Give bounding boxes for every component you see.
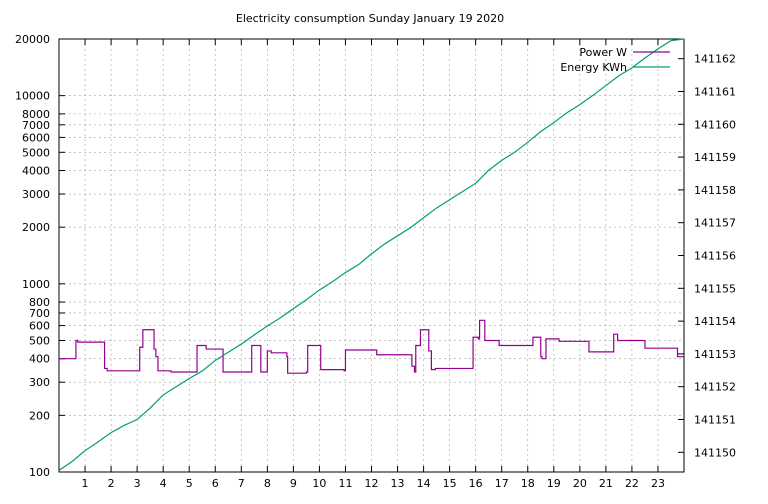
y-left-tick-label: 3000: [22, 188, 50, 201]
x-tick-label: 7: [238, 477, 245, 490]
x-tick-label: 4: [160, 477, 167, 490]
grid-layer: [59, 39, 684, 472]
y-right-tick-label: 141153: [694, 348, 736, 361]
x-tick-label: 18: [521, 477, 535, 490]
x-tick-label: 8: [264, 477, 271, 490]
x-tick-label: 23: [651, 477, 665, 490]
x-tick-label: 19: [547, 477, 561, 490]
y-right-tick-label: 141161: [694, 85, 736, 98]
x-tick-label: 11: [338, 477, 352, 490]
legend-label: Energy KWh: [560, 61, 627, 74]
x-tick-label: 3: [134, 477, 141, 490]
x-tick-label: 17: [495, 477, 509, 490]
y-left-tick-label: 4000: [22, 165, 50, 178]
y-left-tick-label: 500: [29, 334, 50, 347]
y-left-tick-label: 8000: [22, 108, 50, 121]
y-left-tick-label: 1000: [22, 278, 50, 291]
y-right-tick-label: 141159: [694, 151, 736, 164]
x-tick-label: 1: [82, 477, 89, 490]
series-line-energy: [58, 38, 685, 471]
chart-title: Electricity consumption Sunday January 1…: [236, 12, 504, 25]
x-tick-label: 20: [573, 477, 587, 490]
x-tick-label: 9: [290, 477, 297, 490]
y-right-tick-label: 141152: [694, 381, 736, 394]
y-right-tick-label: 141155: [694, 282, 736, 295]
y-left-tick-label: 7000: [22, 119, 50, 132]
x-tick-label: 14: [417, 477, 431, 490]
y-left-tick-label: 6000: [22, 131, 50, 144]
y-left-tick-label: 2000: [22, 221, 50, 234]
axis-layer: 1 2 3 4 5 6 7 8 9 10 11 12 13 14 15 16 17 18 19 20 21 22 23100…: [15, 33, 736, 490]
y-left-tick-label: 100: [29, 466, 50, 479]
x-tick-label: 10: [312, 477, 326, 490]
y-right-tick-label: 141154: [694, 315, 736, 328]
y-left-tick-label: 10000: [15, 90, 50, 103]
y-right-tick-label: 141160: [694, 118, 736, 131]
y-right-tick-label: 141151: [694, 414, 736, 427]
x-tick-label: 5: [186, 477, 193, 490]
x-tick-label: 15: [443, 477, 457, 490]
y-right-tick-label: 141158: [694, 184, 736, 197]
series-line-power: [59, 319, 684, 374]
legend: Power W Energy KWh: [560, 46, 670, 74]
y-left-tick-label: 600: [29, 320, 50, 333]
y-right-tick-label: 141150: [694, 446, 736, 459]
x-tick-label: 12: [365, 477, 379, 490]
series-layer: [58, 38, 685, 471]
x-tick-label: 21: [599, 477, 613, 490]
y-left-tick-label: 300: [29, 376, 50, 389]
x-tick-label: 13: [391, 477, 405, 490]
y-left-tick-label: 20000: [15, 33, 50, 46]
y-left-tick-label: 700: [29, 307, 50, 320]
y-left-tick-label: 400: [29, 353, 50, 366]
y-left-tick-label: 200: [29, 409, 50, 422]
x-tick-label: 22: [625, 477, 639, 490]
y-left-tick-label: 800: [29, 296, 50, 309]
x-tick-label: 2: [108, 477, 115, 490]
y-right-tick-label: 141162: [694, 53, 736, 66]
legend-label: Power W: [579, 46, 627, 59]
x-tick-label: 6: [212, 477, 219, 490]
y-right-tick-label: 141157: [694, 217, 736, 230]
x-tick-label: 16: [469, 477, 483, 490]
y-right-tick-label: 141156: [694, 250, 736, 263]
y-left-tick-label: 5000: [22, 146, 50, 159]
